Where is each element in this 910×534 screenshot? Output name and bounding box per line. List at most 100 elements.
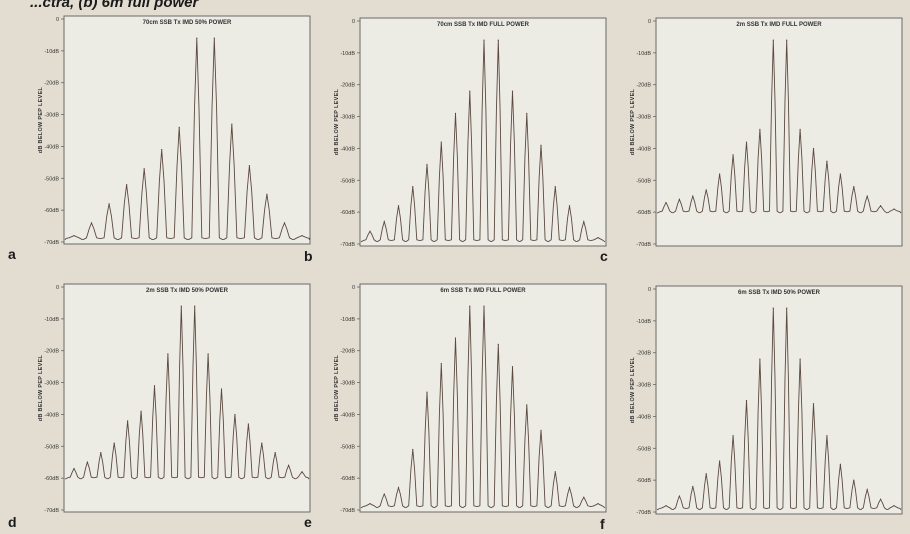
imd-peak-point — [113, 442, 115, 444]
imd-peak-point — [826, 434, 828, 437]
panel-letter: c — [600, 248, 608, 264]
plot-frame — [63, 15, 311, 245]
chart-title: 6m SSB Tx IMD 50% POWER — [738, 290, 821, 296]
y-tick-label: -40dB — [636, 414, 651, 420]
y-tick-label: -30dB — [44, 113, 59, 119]
y-tick-label: -10dB — [636, 51, 651, 57]
imd-peak-point — [759, 128, 761, 130]
y-tick-label: -20dB — [636, 83, 651, 89]
y-axis-label: dB BELOW PEP LEVEL — [334, 354, 340, 421]
imd-peak-point — [893, 208, 895, 210]
imd-peak-point — [732, 434, 734, 437]
imd-peak-point — [220, 388, 223, 390]
y-tick-label: -40dB — [44, 412, 59, 418]
imd-peak-point — [799, 358, 801, 360]
imd-peak-point — [100, 452, 102, 454]
imd-peak-point — [826, 160, 828, 162]
y-tick-label: -60dB — [44, 208, 59, 214]
imd-peak-point — [692, 195, 694, 197]
imd-peak-point — [665, 505, 667, 507]
imd-peak-point — [73, 467, 75, 470]
y-tick-label: -60dB — [636, 210, 651, 216]
chart-svg: 2m SSB Tx IMD 50% POWER dB BELOW PEP LEVE… — [38, 283, 311, 514]
imd-peak-point — [412, 448, 414, 451]
imd-peak-point — [383, 221, 385, 223]
imd-peak-point — [126, 184, 128, 186]
chart-title: 2m SSB Tx IMD 50% POWER — [146, 288, 229, 294]
imd-peak-point — [167, 353, 169, 355]
imd-peak-point — [301, 471, 303, 473]
imd-peak-point — [554, 471, 556, 473]
imd-peak-point — [526, 404, 528, 406]
y-tick-label: -70dB — [340, 242, 355, 248]
y-tick-label: -30dB — [340, 381, 355, 387]
y-tick-label: 0 — [648, 287, 651, 293]
imd-peak-point — [369, 230, 371, 232]
imd-peak-point — [786, 39, 788, 41]
imd-peak-point — [839, 173, 841, 175]
imd-peak-point — [178, 126, 180, 128]
imd-peak-point — [893, 505, 895, 507]
plot-frame — [63, 283, 311, 513]
chart-svg: 70cm SSB Tx IMD FULL POWER dB BELOW PEP L… — [334, 17, 607, 248]
imd-peak-point — [283, 222, 286, 224]
imd-peak-point — [511, 90, 514, 92]
y-tick-label: -50dB — [44, 176, 59, 182]
imd-peak-point — [526, 112, 528, 114]
imd-peak-point — [426, 163, 428, 165]
imd-panel-a: 70cm SSB Tx IMD 50% POWER dB BELOW PEP LE… — [8, 12, 312, 262]
imd-peak-point — [597, 237, 599, 239]
y-tick-label: -20dB — [340, 83, 355, 89]
imd-peak-point — [234, 413, 236, 416]
imd-peak-point — [866, 195, 868, 197]
imd-peak-point — [247, 423, 249, 425]
chart-svg: 2m SSB Tx IMD FULL POWER dB BELOW PEP LEV… — [630, 17, 903, 248]
imd-peak-point — [583, 221, 585, 223]
y-tick-label: 0 — [648, 19, 651, 25]
y-tick-label: -30dB — [340, 115, 355, 121]
imd-peak-point — [678, 198, 681, 200]
imd-peak-point — [90, 222, 93, 224]
imd-peak-point — [705, 473, 707, 475]
imd-peak-point — [440, 141, 442, 143]
chart-svg: 6m SSB Tx IMD FULL POWER dB BELOW PEP LEV… — [334, 283, 607, 514]
y-tick-label: -70dB — [636, 510, 651, 516]
y-tick-label: 0 — [56, 17, 59, 23]
y-tick-label: -70dB — [44, 508, 59, 514]
imd-peak-point — [207, 353, 209, 355]
y-tick-label: -50dB — [340, 444, 355, 450]
imd-panel-f: 6m SSB Tx IMD 50% POWER dB BELOW PEP LEVE… — [600, 282, 904, 532]
y-axis-label: dB BELOW PEP LEVEL — [38, 354, 44, 421]
imd-peak-point — [705, 189, 707, 191]
y-axis-label: dB BELOW PEP LEVEL — [334, 88, 340, 155]
y-tick-label: -50dB — [636, 446, 651, 452]
spectrum-trace — [656, 40, 902, 214]
imd-peak-point — [73, 235, 75, 237]
imd-peak-point — [719, 460, 721, 462]
y-tick-label: -50dB — [340, 178, 355, 184]
imd-peak-point — [719, 173, 721, 175]
y-tick-label: -60dB — [340, 476, 355, 482]
plot-frame — [655, 285, 903, 515]
y-tick-label: 0 — [352, 19, 355, 25]
imd-peak-point — [397, 205, 400, 207]
imd-peak-point — [497, 39, 499, 41]
imd-peak-point — [180, 305, 182, 307]
chart-title: 70cm SSB Tx IMD 50% POWER — [143, 20, 232, 26]
imd-peak-point — [469, 305, 471, 307]
y-tick-label: -40dB — [340, 146, 355, 152]
imd-panel-d: 2m SSB Tx IMD 50% POWER dB BELOW PEP LEVE… — [8, 280, 312, 530]
spectrum-trace — [64, 306, 310, 480]
imd-peak-point — [412, 186, 414, 188]
y-tick-label: -40dB — [44, 144, 59, 150]
imd-peak-point — [274, 452, 276, 454]
imd-peak-point — [799, 128, 801, 130]
y-tick-label: -10dB — [44, 317, 59, 323]
imd-peak-point — [786, 307, 788, 309]
y-tick-label: -30dB — [44, 381, 59, 387]
imd-peak-point — [568, 205, 571, 207]
y-tick-label: -10dB — [44, 49, 59, 55]
y-tick-label: -40dB — [340, 412, 355, 418]
y-tick-label: -10dB — [340, 317, 355, 323]
imd-peak-point — [140, 410, 142, 412]
